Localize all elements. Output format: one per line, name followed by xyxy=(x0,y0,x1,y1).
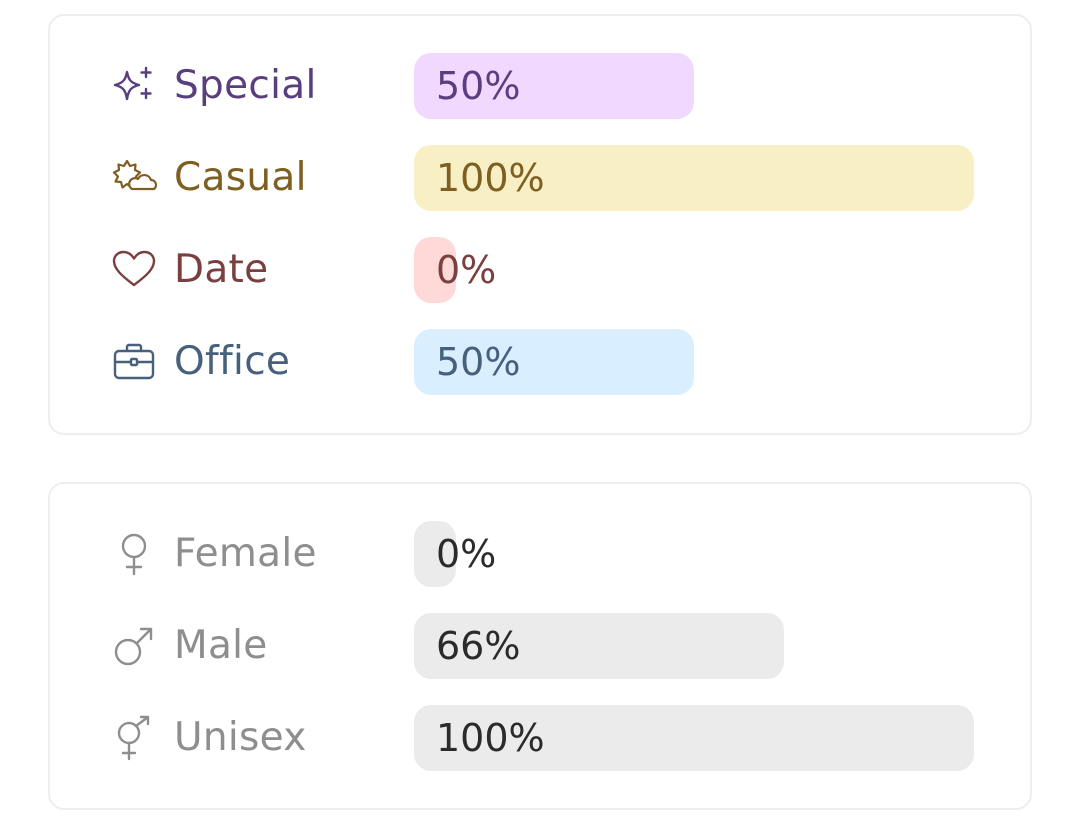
briefcase-icon xyxy=(110,341,158,383)
progress-fill xyxy=(414,145,974,211)
gender-row-male: Male 66% xyxy=(50,613,1030,679)
occasion-row-casual: Casual 100% xyxy=(50,145,1030,211)
male-symbol-icon xyxy=(110,625,158,667)
occasion-card: Special 50% Casual 100% Date 0% xyxy=(48,14,1032,435)
gender-label: Male xyxy=(174,623,268,668)
progress-value: 50% xyxy=(436,64,521,108)
occasion-label: Special xyxy=(174,63,317,108)
progress-fill xyxy=(414,53,694,119)
progress-fill xyxy=(414,613,784,679)
sparkles-icon xyxy=(110,65,158,107)
gender-row-unisex: Unisex 100% xyxy=(50,705,1030,771)
progress-value: 100% xyxy=(436,156,545,200)
progress-bar: 66% xyxy=(414,613,974,679)
progress-fill xyxy=(414,705,974,771)
gender-card: Female 0% Male 66% Unisex xyxy=(48,482,1032,810)
progress-fill xyxy=(414,237,456,303)
occasion-label: Date xyxy=(174,247,269,292)
occasion-row-special: Special 50% xyxy=(50,53,1030,119)
progress-bar: 50% xyxy=(414,329,974,395)
progress-bar: 0% xyxy=(414,237,974,303)
occasion-label: Office xyxy=(174,339,291,384)
occasion-label: Casual xyxy=(174,155,307,200)
heart-icon xyxy=(110,249,158,291)
progress-value: 0% xyxy=(436,248,497,292)
gender-row-female: Female 0% xyxy=(50,521,1030,587)
progress-bar: 100% xyxy=(414,705,974,771)
progress-value: 66% xyxy=(436,624,521,668)
gender-label: Unisex xyxy=(174,715,307,760)
gender-label: Female xyxy=(174,531,317,576)
progress-fill xyxy=(414,521,456,587)
progress-value: 0% xyxy=(436,532,497,576)
progress-bar: 50% xyxy=(414,53,974,119)
occasion-row-date: Date 0% xyxy=(50,237,1030,303)
unisex-symbol-icon xyxy=(110,715,158,761)
occasion-row-office: Office 50% xyxy=(50,329,1030,395)
progress-value: 50% xyxy=(436,340,521,384)
female-symbol-icon xyxy=(110,533,158,576)
sun-cloud-icon xyxy=(110,157,158,199)
progress-bar: 100% xyxy=(414,145,974,211)
progress-bar: 0% xyxy=(414,521,974,587)
progress-value: 100% xyxy=(436,716,545,760)
progress-fill xyxy=(414,329,694,395)
